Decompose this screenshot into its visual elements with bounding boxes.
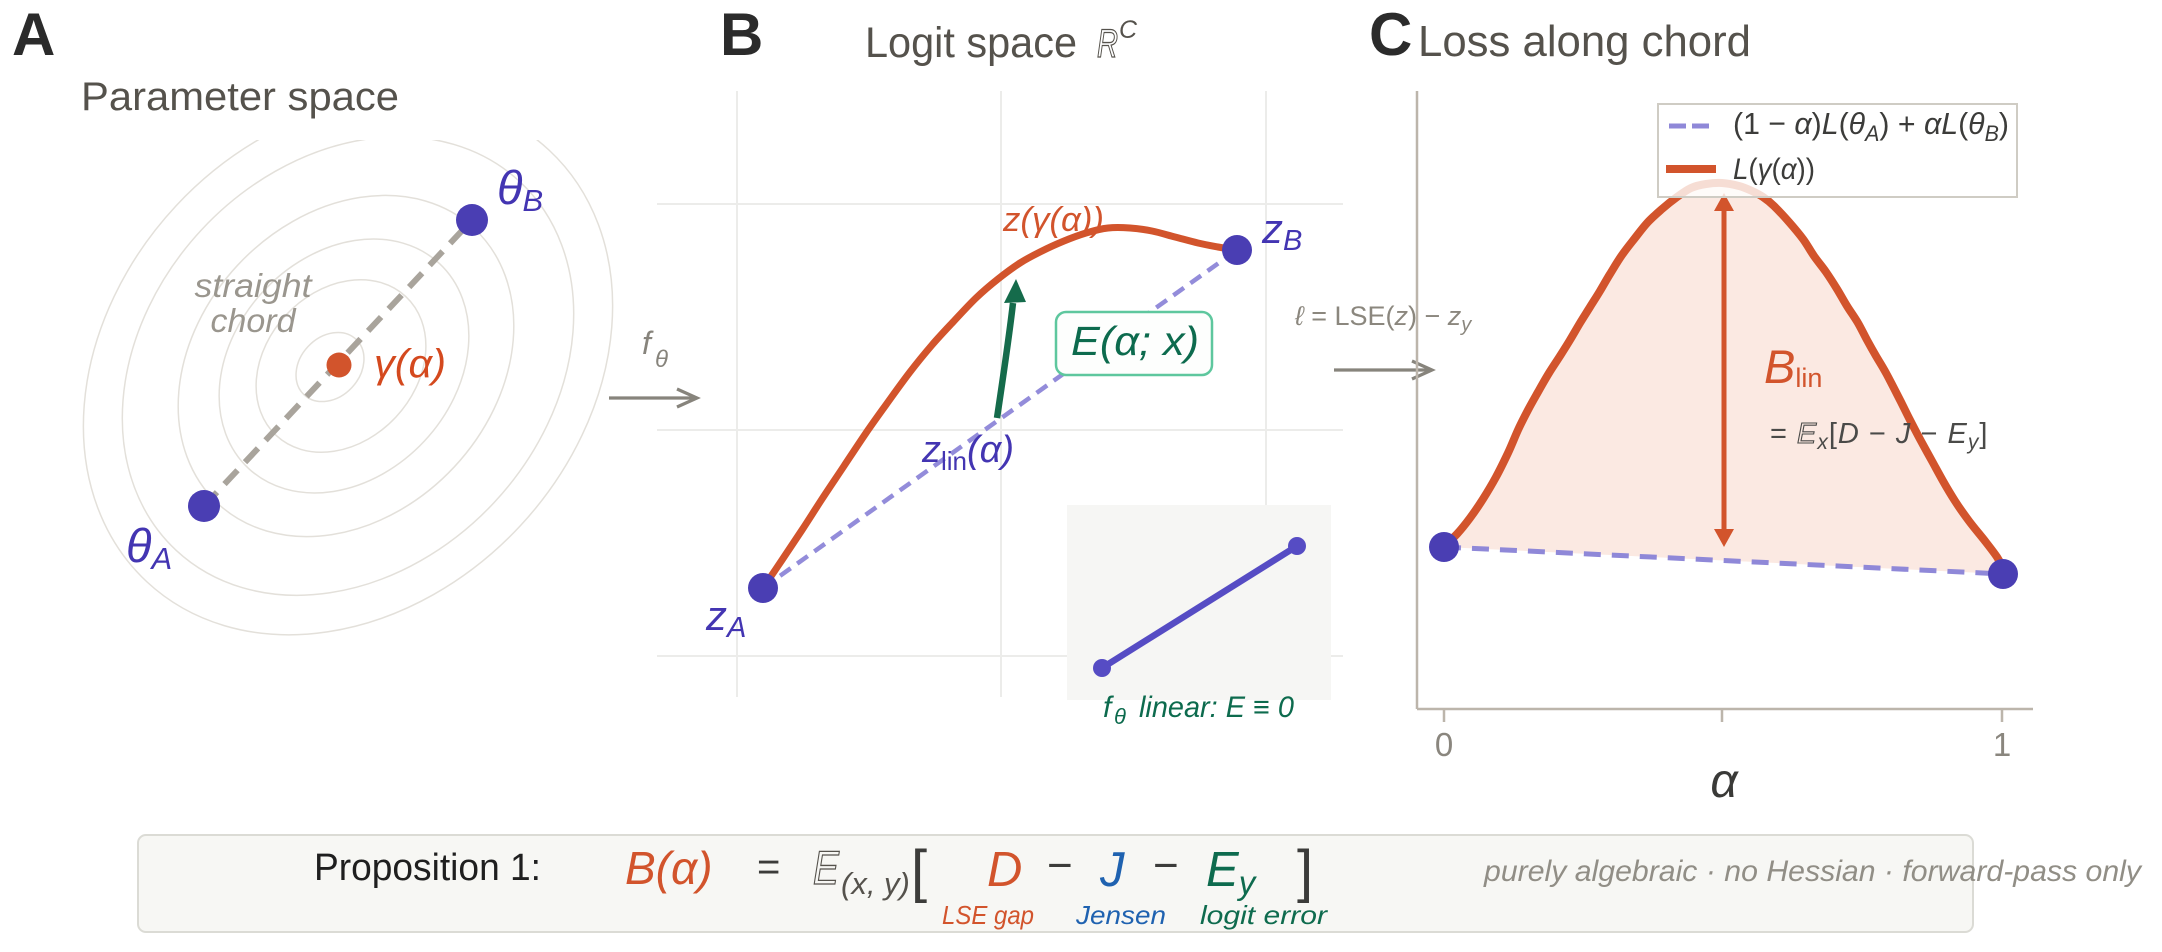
svg-text:z(γ(α)): z(γ(α)) [1002,201,1104,239]
svg-text:R: R [1097,22,1118,66]
svg-text:zlin(α): zlin(α) [921,429,1014,476]
svg-text:C: C [1119,16,1138,44]
svg-text:L(γ(α)): L(γ(α)) [1733,153,1815,186]
svg-text:=: = [757,845,780,889]
svg-text:1: 1 [1993,726,2011,763]
svg-text:f: f [1103,691,1114,724]
svg-text:zA: zA [705,592,746,644]
svg-text:purely algebraic · no Hessian: purely algebraic · no Hessian · forward-… [1483,855,2143,888]
svg-text:0: 0 [1435,726,1453,763]
svg-text:C: C [1369,1,1412,68]
svg-text:]: ] [1297,839,1313,904]
svg-text:Logit space: Logit space [865,19,1077,67]
svg-text:α: α [1710,755,1739,808]
svg-text:(x, y): (x, y) [841,866,910,901]
svg-text:(1 − α)L(θA) + αL(θB): (1 − α)L(θA) + αL(θB) [1733,106,2009,146]
svg-text:Proposition 1:: Proposition 1: [314,847,541,889]
svg-text:Parameter space: Parameter space [81,75,399,119]
svg-text:E: E [813,841,840,894]
svg-text:θA: θA [126,519,172,576]
svg-text:ℓ = LSE(z) − zy: ℓ = LSE(z) − zy [1294,301,1472,336]
svg-text:E(α; x): E(α; x) [1071,318,1199,364]
svg-text:θ: θ [655,346,668,373]
svg-text:B(α): B(α) [625,842,713,894]
svg-text:D: D [987,843,1022,897]
svg-text:θ: θ [1114,704,1126,729]
svg-text:A: A [12,1,55,68]
svg-text:straight: straight [195,267,314,304]
svg-text:logit error: logit error [1200,900,1329,930]
svg-text:−: − [1153,841,1179,890]
svg-text:J: J [1099,843,1125,897]
svg-text:γ(α): γ(α) [374,342,446,386]
svg-text:−: − [1047,841,1073,890]
svg-text:linear: E ≡ 0: linear: E ≡ 0 [1139,691,1294,724]
svg-text:Loss along chord: Loss along chord [1418,17,1751,66]
svg-text:chord: chord [211,302,298,339]
svg-text:LSE gap: LSE gap [942,900,1034,930]
svg-text:Jensen: Jensen [1075,900,1166,930]
svg-text:= Ex[D − J − Ey]: = Ex[D − J − Ey] [1770,418,1988,454]
svg-text:[: [ [911,839,927,904]
svg-text:B: B [720,1,763,68]
